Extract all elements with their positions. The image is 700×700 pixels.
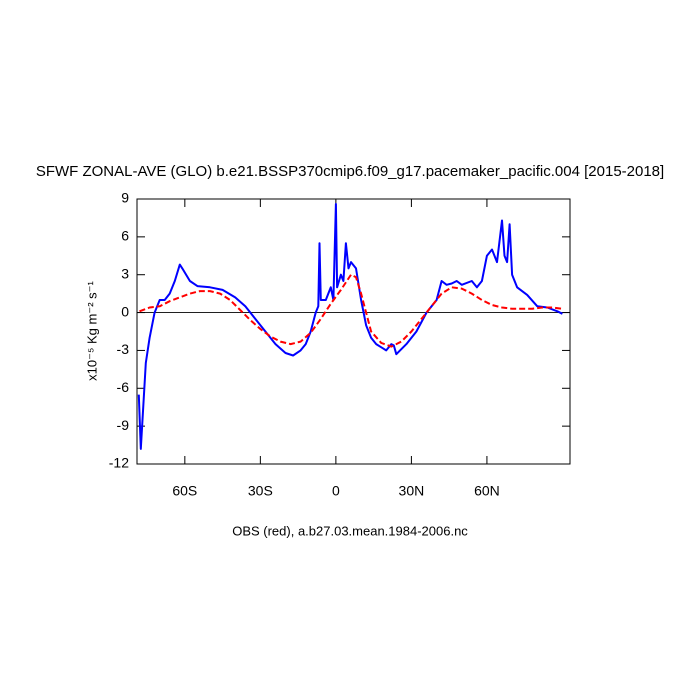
series-line (139, 273, 563, 348)
y-tick-label: 6 (121, 228, 129, 244)
y-tick-label: 0 (121, 303, 129, 319)
chart-title: SFWF ZONAL-AVE (GLO) b.e21.BSSP370cmip6.… (36, 163, 664, 180)
y-tick-label: 9 (121, 190, 129, 206)
plot-frame (136, 198, 571, 465)
x-tick-label: 0 (332, 483, 340, 499)
y-tick-label: -6 (117, 379, 130, 395)
y-tick-label: -12 (109, 455, 129, 471)
x-tick-label: 60S (172, 483, 197, 499)
y-tick-label: 3 (121, 265, 129, 281)
series-line (137, 203, 563, 450)
y-axis-label: x10⁻⁵ Kg m⁻² s⁻¹ (84, 281, 99, 381)
y-tick-label: -9 (117, 417, 130, 433)
x-axis-label: OBS (red), a.b27.03.mean.1984-2006.nc (232, 523, 468, 538)
x-tick-label: 30N (399, 483, 425, 499)
y-tick-label: -3 (117, 341, 130, 357)
x-tick-label: 30S (248, 483, 273, 499)
x-tick-label: 60N (474, 483, 500, 499)
